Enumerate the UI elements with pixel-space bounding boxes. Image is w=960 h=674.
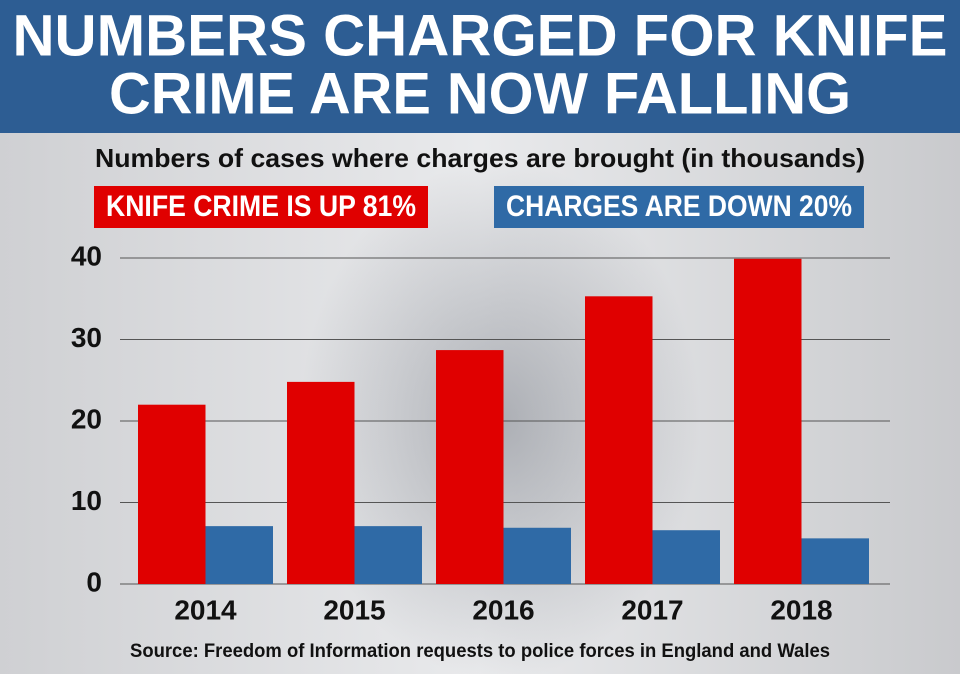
bar [734,258,802,584]
legend-box [494,186,864,228]
legend-label: CHARGES ARE DOWN 20% [506,190,852,223]
x-tick-label: 2018 [770,594,832,625]
y-tick-label: 30 [71,322,102,353]
x-tick-label: 2015 [323,594,385,625]
title-line: CRIME ARE NOW FALLING [109,61,851,126]
source: Source: Freedom of Information requests … [130,641,830,662]
x-tick-label: 2017 [621,594,683,625]
bar [503,527,571,584]
subtitle: Numbers of cases where charges are broug… [95,143,865,173]
title-line: NUMBERS CHARGED FOR KNIFE [13,3,948,68]
x-tick-label: 2016 [472,594,534,625]
y-tick-label: 0 [86,566,102,597]
y-tick-label: 20 [71,403,102,434]
bar [138,404,206,584]
bar [801,538,869,584]
bar [205,526,273,584]
x-tick-label: 2014 [174,594,237,625]
bar [436,350,504,584]
bar [652,530,720,584]
y-tick-label: 10 [71,485,102,516]
bar [287,381,355,584]
bar [585,296,653,584]
y-tick-label: 40 [71,240,102,271]
legend-label: KNIFE CRIME IS UP 81% [106,190,416,223]
title-banner [0,0,960,133]
legend-box [94,186,428,228]
bar [354,526,422,584]
